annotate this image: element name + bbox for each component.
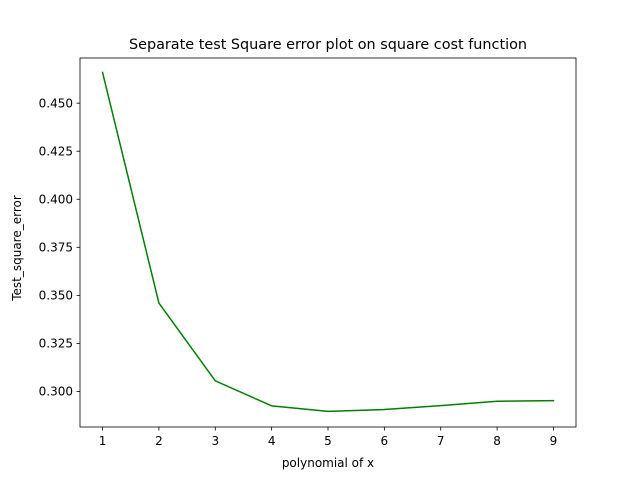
x-tick-label: 8 — [493, 434, 501, 448]
plot-area: 1 2 3 4 5 6 7 8 9 0.300 0.325 0.350 0.375 0.400 0.425 0… — [39, 57, 577, 448]
x-tick-label: 7 — [437, 434, 445, 448]
y-tick-label: 0.375 — [39, 241, 73, 255]
series-line-0 — [101, 71, 555, 413]
x-tick-label: 3 — [211, 434, 219, 448]
chart-title: Separate test Square error plot on squar… — [129, 37, 527, 53]
y-tick-label: 0.450 — [39, 96, 73, 110]
x-tick-label: 6 — [381, 434, 389, 448]
y-tick-label: 0.300 — [39, 385, 73, 399]
y-tick-label: 0.425 — [39, 145, 73, 159]
y-axis-label: Test_square_error — [10, 195, 24, 302]
x-tick-label: 5 — [324, 434, 332, 448]
y-tick-label: 0.400 — [39, 193, 73, 207]
y-tick-label: 0.325 — [39, 337, 73, 351]
x-tick-label: 2 — [155, 434, 163, 448]
x-tick-label: 4 — [268, 434, 276, 448]
y-tick-label: 0.350 — [39, 289, 73, 303]
x-tick-label: 1 — [99, 434, 107, 448]
x-tick-label: 9 — [550, 434, 558, 448]
x-axis-label: polynomial of x — [282, 456, 374, 470]
